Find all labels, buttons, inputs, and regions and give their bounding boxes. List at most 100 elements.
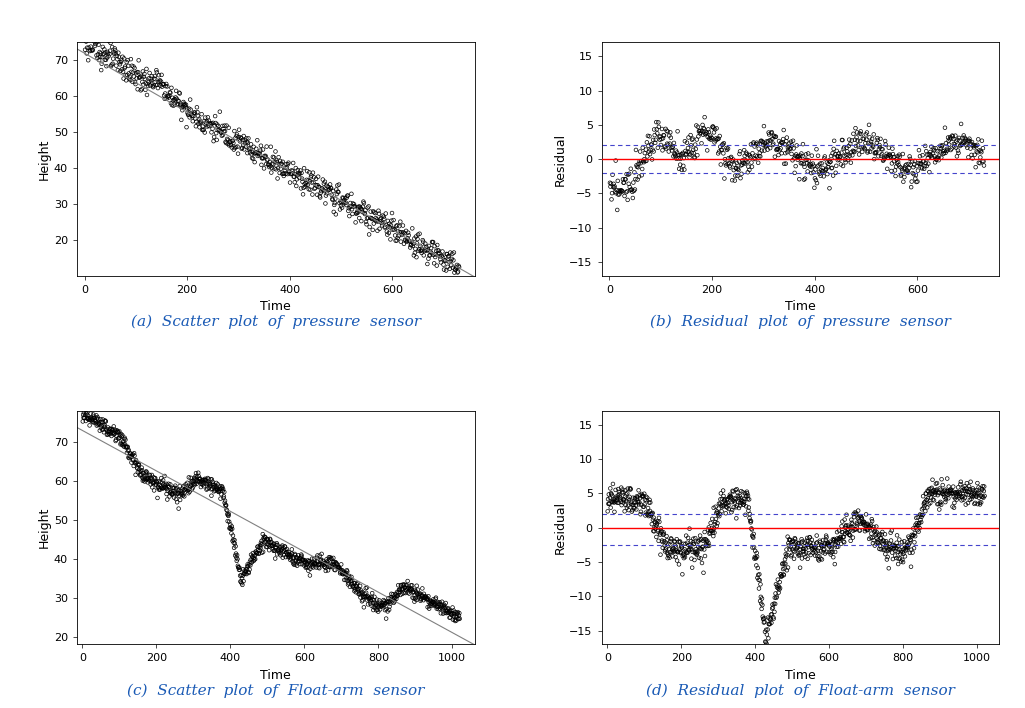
Point — [902, 153, 918, 164]
Point — [869, 135, 886, 146]
Point — [641, 497, 657, 508]
Point — [930, 498, 946, 510]
Point — [181, 484, 198, 495]
Point — [79, 409, 95, 421]
Point — [220, 508, 237, 520]
Point — [298, 561, 315, 573]
Point — [887, 541, 903, 552]
Point — [157, 88, 173, 99]
Point — [872, 150, 889, 161]
Point — [321, 554, 337, 565]
Point — [625, 492, 642, 503]
Point — [607, 186, 623, 198]
Point — [287, 176, 303, 188]
Point — [265, 152, 282, 163]
Point — [612, 185, 628, 197]
Point — [718, 508, 734, 519]
Point — [614, 185, 630, 197]
Point — [276, 546, 292, 557]
Point — [625, 502, 642, 513]
Point — [187, 107, 203, 118]
Point — [332, 568, 349, 579]
Point — [385, 597, 402, 608]
Point — [777, 558, 793, 569]
Point — [348, 583, 365, 595]
Point — [890, 540, 906, 552]
Point — [322, 178, 338, 190]
Point — [960, 486, 977, 498]
Point — [183, 484, 200, 495]
Point — [135, 474, 152, 486]
Point — [405, 240, 421, 251]
Point — [671, 164, 688, 175]
Point — [203, 490, 219, 501]
Point — [663, 532, 680, 544]
Point — [866, 154, 883, 165]
Point — [156, 79, 172, 90]
Point — [211, 106, 228, 118]
Point — [224, 135, 241, 147]
Point — [648, 116, 664, 127]
Point — [773, 571, 789, 583]
Point — [253, 535, 270, 547]
Point — [900, 167, 916, 178]
Point — [883, 535, 899, 546]
Point — [756, 626, 773, 637]
Point — [134, 472, 151, 484]
Point — [97, 55, 114, 66]
Point — [101, 48, 118, 59]
Point — [914, 149, 931, 161]
Point — [905, 530, 921, 541]
Point — [935, 489, 951, 500]
Point — [646, 512, 662, 523]
Point — [651, 131, 667, 142]
Point — [301, 166, 318, 178]
Point — [398, 585, 414, 596]
Point — [93, 64, 110, 76]
Point — [751, 575, 768, 586]
Point — [405, 586, 421, 598]
Point — [261, 161, 278, 173]
Point — [410, 584, 426, 595]
Point — [414, 590, 430, 601]
Point — [411, 228, 427, 239]
Point — [758, 139, 775, 151]
Point — [604, 188, 620, 199]
Point — [182, 472, 199, 484]
Point — [331, 561, 347, 573]
Point — [204, 118, 220, 129]
Point — [182, 481, 199, 492]
Point — [947, 493, 963, 504]
Point — [644, 518, 660, 530]
Point — [707, 501, 724, 513]
Point — [269, 539, 285, 551]
Point — [697, 534, 713, 545]
Point — [917, 488, 934, 499]
Point — [172, 485, 189, 496]
Point — [386, 224, 403, 235]
Point — [894, 163, 910, 174]
Point — [250, 541, 266, 552]
Point — [441, 607, 457, 618]
Point — [110, 433, 126, 444]
Point — [254, 547, 271, 559]
Point — [227, 538, 243, 549]
Point — [603, 488, 619, 499]
Point — [335, 569, 352, 580]
Point — [950, 145, 967, 156]
Point — [879, 152, 896, 164]
Point — [812, 158, 828, 169]
Point — [109, 430, 125, 442]
Point — [900, 542, 916, 553]
Point — [366, 591, 382, 603]
Point — [605, 496, 621, 507]
Point — [372, 604, 388, 615]
Point — [695, 535, 711, 547]
Point — [663, 144, 680, 156]
Point — [754, 137, 771, 148]
Point — [754, 613, 771, 624]
Point — [691, 552, 707, 564]
Point — [883, 151, 899, 162]
Point — [97, 416, 114, 427]
Point — [201, 478, 217, 489]
